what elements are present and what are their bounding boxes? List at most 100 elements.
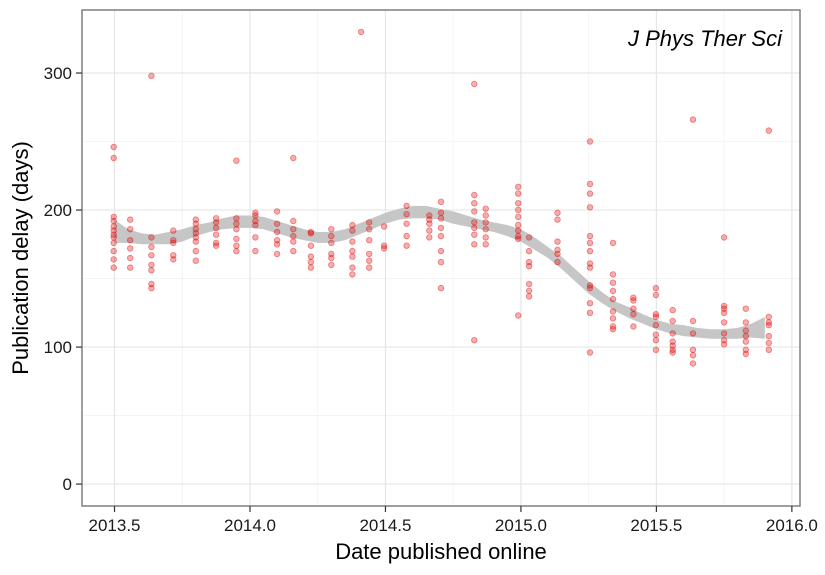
data-point bbox=[148, 243, 155, 251]
data-point bbox=[110, 143, 117, 151]
data-point bbox=[554, 216, 561, 223]
data-point bbox=[652, 284, 660, 292]
data-point bbox=[437, 209, 445, 216]
data-point bbox=[110, 264, 117, 271]
data-point bbox=[471, 199, 478, 207]
data-point bbox=[170, 252, 177, 259]
data-point bbox=[689, 330, 697, 337]
data-point bbox=[554, 250, 561, 258]
data-point bbox=[554, 238, 561, 245]
data-point bbox=[515, 190, 522, 197]
data-point bbox=[366, 225, 373, 233]
data-point bbox=[609, 287, 617, 295]
data-point bbox=[192, 230, 199, 237]
data-point bbox=[515, 227, 522, 234]
data-point bbox=[380, 242, 388, 249]
data-point bbox=[273, 220, 281, 227]
data-point bbox=[689, 317, 697, 325]
data-point bbox=[212, 219, 220, 226]
data-point bbox=[273, 236, 281, 244]
data-point bbox=[273, 250, 281, 258]
y-axis-title: Publication delay (days) bbox=[8, 141, 33, 375]
data-point bbox=[742, 350, 749, 358]
data-point bbox=[586, 260, 594, 267]
data-point bbox=[357, 28, 365, 36]
data-point bbox=[110, 227, 117, 234]
data-point bbox=[742, 305, 749, 312]
data-point bbox=[689, 346, 697, 353]
data-point bbox=[403, 242, 410, 249]
y-tick-label: 200 bbox=[44, 201, 72, 220]
data-point bbox=[471, 231, 478, 238]
data-point bbox=[630, 323, 637, 330]
data-point bbox=[148, 72, 155, 79]
x-tick-label: 2014.0 bbox=[224, 516, 276, 535]
data-point bbox=[765, 321, 772, 329]
data-point bbox=[290, 247, 297, 255]
x-axis-ticks: 2013.5 2014.0 2014.5 2015.0 2015.5 2016.0 bbox=[89, 506, 818, 535]
data-point bbox=[669, 306, 676, 314]
data-point bbox=[252, 234, 259, 241]
data-point bbox=[148, 280, 155, 288]
data-point bbox=[609, 279, 617, 286]
data-point bbox=[554, 209, 561, 216]
data-point bbox=[652, 321, 660, 329]
data-point bbox=[609, 239, 617, 247]
data-point bbox=[349, 271, 356, 278]
data-point bbox=[110, 234, 117, 241]
data-point bbox=[471, 80, 478, 88]
data-point bbox=[482, 219, 489, 226]
data-point bbox=[525, 263, 533, 270]
data-point bbox=[290, 154, 297, 162]
data-point bbox=[765, 339, 772, 347]
data-point bbox=[148, 261, 155, 269]
data-point bbox=[170, 236, 177, 244]
data-point bbox=[471, 191, 478, 199]
data-point bbox=[380, 245, 388, 252]
data-point bbox=[192, 220, 199, 227]
data-point bbox=[437, 284, 445, 292]
data-point bbox=[126, 236, 134, 244]
data-point bbox=[273, 241, 281, 248]
data-point bbox=[652, 311, 660, 318]
data-point bbox=[482, 212, 489, 219]
data-point bbox=[765, 346, 772, 353]
data-point bbox=[148, 267, 155, 274]
data-point bbox=[742, 338, 749, 345]
data-point bbox=[482, 234, 489, 241]
data-point bbox=[630, 294, 637, 301]
data-point bbox=[328, 239, 335, 247]
data-point bbox=[252, 217, 259, 225]
data-point bbox=[366, 219, 373, 226]
data-point bbox=[148, 284, 155, 292]
data-point bbox=[720, 337, 728, 344]
data-point bbox=[609, 271, 617, 278]
data-point bbox=[233, 225, 240, 233]
data-point bbox=[720, 330, 728, 337]
data-point bbox=[471, 208, 478, 215]
data-point bbox=[720, 305, 728, 312]
data-point bbox=[482, 241, 489, 248]
data-point bbox=[586, 349, 594, 356]
data-point bbox=[403, 202, 410, 210]
data-point bbox=[426, 220, 433, 227]
x-tick-label: 2015.5 bbox=[630, 516, 682, 535]
data-point bbox=[290, 238, 297, 245]
data-point bbox=[586, 309, 594, 316]
data-point bbox=[212, 242, 220, 249]
data-point bbox=[426, 212, 433, 219]
data-point bbox=[212, 231, 220, 238]
data-point bbox=[403, 220, 410, 227]
data-point bbox=[525, 258, 533, 266]
y-axis-ticks: 0 100 200 300 bbox=[44, 64, 82, 494]
data-point bbox=[609, 323, 617, 330]
data-point bbox=[148, 234, 155, 241]
data-point bbox=[290, 232, 297, 240]
x-tick-label: 2016.0 bbox=[766, 516, 818, 535]
data-point bbox=[669, 346, 676, 353]
data-point bbox=[689, 352, 697, 359]
data-point bbox=[652, 331, 660, 338]
data-point bbox=[426, 227, 433, 234]
data-point bbox=[742, 346, 749, 353]
